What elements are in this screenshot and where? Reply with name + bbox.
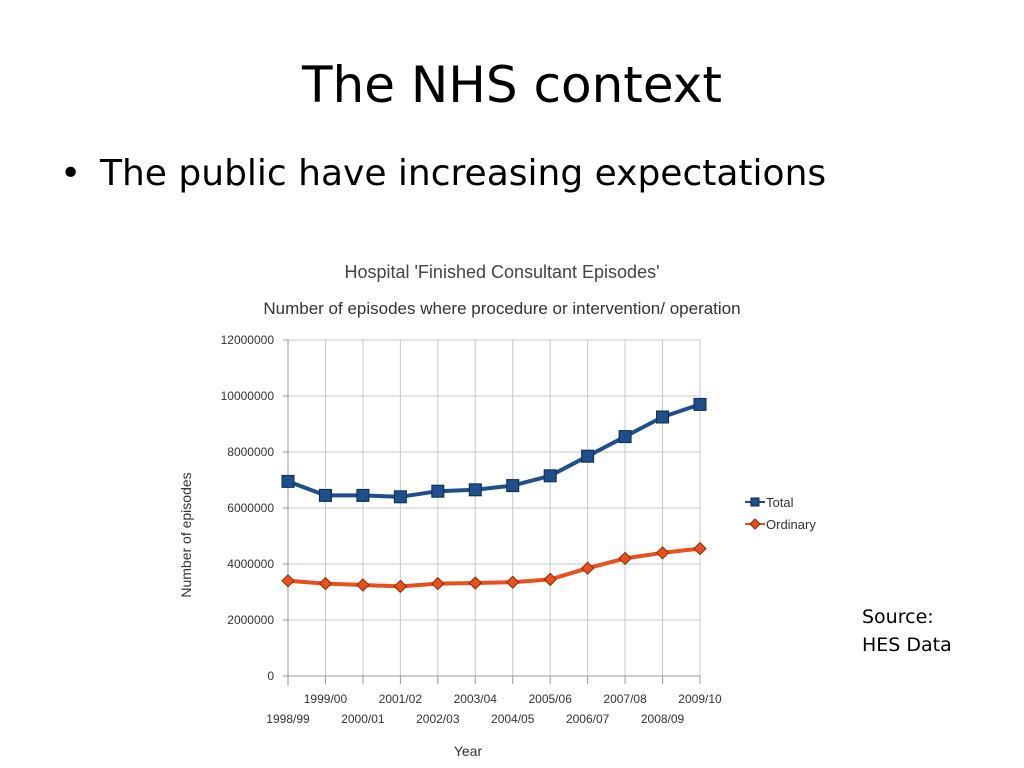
x-tick-label: 2005/06 — [528, 692, 572, 706]
chart-subtitle: Number of episodes where procedure or in… — [263, 299, 740, 318]
x-tick-label: 2004/05 — [491, 712, 535, 726]
x-tick-label: 2009/10 — [678, 692, 722, 706]
source-note: Source: HES Data — [862, 603, 952, 659]
y-tick-label: 12000000 — [221, 333, 275, 347]
slide-title: The NHS context — [302, 56, 722, 114]
data-point-total — [656, 410, 670, 424]
y-tick-label: 0 — [267, 669, 274, 683]
data-point-ordinary — [693, 541, 707, 556]
x-tick-label: 1998/99 — [266, 712, 310, 726]
data-point-total — [543, 469, 557, 483]
y-axis-label: Number of episodes — [178, 472, 194, 597]
series-line-ordinary — [287, 546, 701, 589]
data-point-ordinary — [431, 576, 445, 591]
y-axis-ticks: 0 2000000 4000000 6000000 8000000 10000000 120… — [221, 333, 288, 683]
chart-legend: Total Ordinary — [745, 495, 816, 532]
series-line-total — [287, 402, 701, 499]
x-tick-label: 2008/09 — [641, 712, 685, 726]
legend-label-ordinary: Ordinary — [766, 517, 816, 532]
legend-marker-ordinary — [749, 518, 761, 530]
x-tick-label: 2007/08 — [603, 692, 647, 706]
x-tick-label: 1999/00 — [304, 692, 348, 706]
data-point-ordinary — [655, 546, 670, 560]
data-point-ordinary — [580, 561, 595, 575]
data-point-total — [318, 488, 332, 502]
chart-series — [281, 397, 707, 594]
x-tick-label: 2000/01 — [341, 712, 385, 726]
data-point-ordinary — [543, 572, 557, 587]
data-point-total — [356, 488, 370, 502]
bullet-text: The public have increasing expectations — [100, 153, 827, 194]
bullet-item: • The public have increasing expectations — [60, 156, 826, 192]
source-value: HES Data — [862, 634, 952, 656]
chart-gridlines — [287, 339, 701, 677]
data-point-ordinary — [318, 576, 333, 591]
data-point-total — [393, 490, 407, 504]
legend-marker-total — [750, 497, 760, 507]
data-point-total — [468, 483, 482, 497]
data-point-total — [618, 430, 632, 444]
legend-label-total: Total — [766, 495, 794, 510]
data-point-ordinary — [618, 551, 632, 566]
data-point-total — [581, 449, 595, 463]
x-tick-label: 2001/02 — [379, 692, 423, 706]
data-point-ordinary — [393, 579, 408, 594]
data-point-ordinary — [281, 574, 295, 588]
bullet-marker: • — [60, 153, 82, 194]
chart-axes — [287, 340, 700, 686]
data-point-total — [693, 397, 707, 411]
data-point-ordinary — [356, 578, 370, 592]
y-tick-label: 6000000 — [227, 501, 274, 515]
data-point-total — [506, 479, 520, 493]
x-tick-label: 2006/07 — [566, 712, 610, 726]
data-point-ordinary — [468, 576, 482, 590]
x-tick-label: 2002/03 — [416, 712, 460, 726]
source-label: Source: — [862, 606, 934, 628]
data-point-total — [431, 484, 445, 498]
y-tick-label: 2000000 — [227, 613, 274, 627]
x-axis-ticks: 1998/99 1999/00 2000/01 2001/02 2002/03 2003/… — [266, 676, 722, 726]
y-tick-label: 4000000 — [227, 557, 274, 571]
data-point-total — [281, 474, 295, 488]
y-tick-label: 8000000 — [227, 445, 274, 459]
y-tick-label: 10000000 — [221, 389, 275, 403]
x-axis-label: Year — [454, 743, 483, 759]
x-tick-label: 2003/04 — [454, 692, 498, 706]
data-point-ordinary — [506, 575, 520, 589]
chart-title: Hospital 'Finished Consultant Episodes' — [344, 262, 659, 282]
